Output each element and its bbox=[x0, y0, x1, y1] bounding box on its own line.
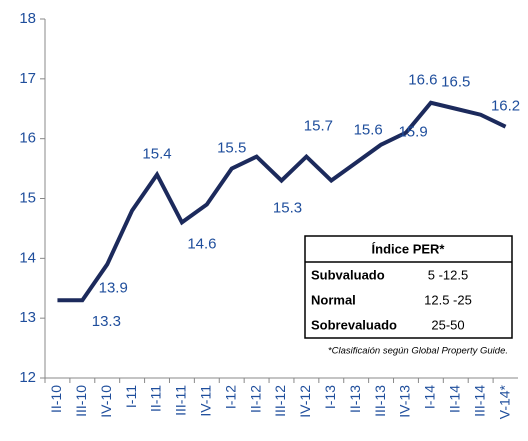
x-tick-label: III-13 bbox=[372, 385, 388, 417]
y-tick-label: 15 bbox=[19, 189, 36, 206]
x-tick-label: II-14 bbox=[446, 385, 462, 413]
x-tick-label: II-13 bbox=[347, 385, 363, 413]
data-label: 13.3 bbox=[92, 313, 121, 330]
x-tick-label: III-11 bbox=[173, 385, 189, 416]
table-title: Índice PER* bbox=[372, 241, 446, 256]
x-tick-label: I-13 bbox=[322, 385, 338, 409]
x-tick-label: IV-12 bbox=[297, 385, 313, 418]
x-tick-label: I-14 bbox=[422, 385, 438, 409]
x-tick-label: IV-13 bbox=[397, 385, 413, 418]
table-cell: 25-50 bbox=[431, 317, 464, 332]
table-cell: 12.5 -25 bbox=[424, 292, 472, 307]
x-tick-label: II-11 bbox=[148, 385, 164, 412]
data-label: 16.5 bbox=[441, 74, 470, 91]
data-label: 15.4 bbox=[142, 146, 171, 163]
table-cell: Normal bbox=[311, 292, 356, 307]
table-note: *Clasificaión según Global Property Guid… bbox=[328, 346, 508, 357]
x-tick-label: V-14* bbox=[496, 384, 512, 419]
y-tick-label: 13 bbox=[19, 309, 36, 326]
data-label: 14.6 bbox=[187, 235, 216, 252]
legend-table: Índice PER* Subvaluado 5 -12.5 Normal 12… bbox=[304, 235, 513, 357]
data-label: 15.9 bbox=[398, 124, 427, 141]
table-frame bbox=[304, 235, 513, 339]
data-label: 15.3 bbox=[273, 200, 302, 217]
y-tick-label: 17 bbox=[19, 70, 36, 87]
x-tick-label: III-12 bbox=[272, 385, 288, 417]
y-tick-label: 18 bbox=[19, 10, 36, 27]
y-tick-label: 14 bbox=[19, 249, 36, 266]
x-tick-label: I-11 bbox=[123, 385, 139, 408]
x-tick-label: IV-10 bbox=[98, 385, 114, 418]
x-tick-label: IV-11 bbox=[198, 385, 214, 417]
table-cell: Sobrevaluado bbox=[311, 317, 397, 332]
data-label: 15.7 bbox=[304, 118, 333, 135]
data-label: 16.6 bbox=[408, 72, 437, 89]
data-label: 16.2 bbox=[491, 98, 520, 115]
y-tick-label: 16 bbox=[19, 130, 36, 147]
table-cell: Subvaluado bbox=[311, 267, 385, 282]
x-tick-label: I-12 bbox=[222, 385, 238, 409]
data-label: 15.5 bbox=[217, 140, 246, 157]
x-tick-label: III-10 bbox=[73, 385, 89, 417]
data-label: 15.6 bbox=[354, 122, 383, 139]
line-series bbox=[57, 100, 507, 303]
data-label: 13.9 bbox=[99, 279, 128, 296]
y-tick-label: 12 bbox=[19, 369, 36, 386]
x-tick-label: II-10 bbox=[48, 385, 64, 413]
x-tick-label: II-12 bbox=[247, 385, 263, 413]
table-cell: 5 -12.5 bbox=[428, 267, 468, 282]
x-tick-label: III-14 bbox=[471, 385, 487, 417]
